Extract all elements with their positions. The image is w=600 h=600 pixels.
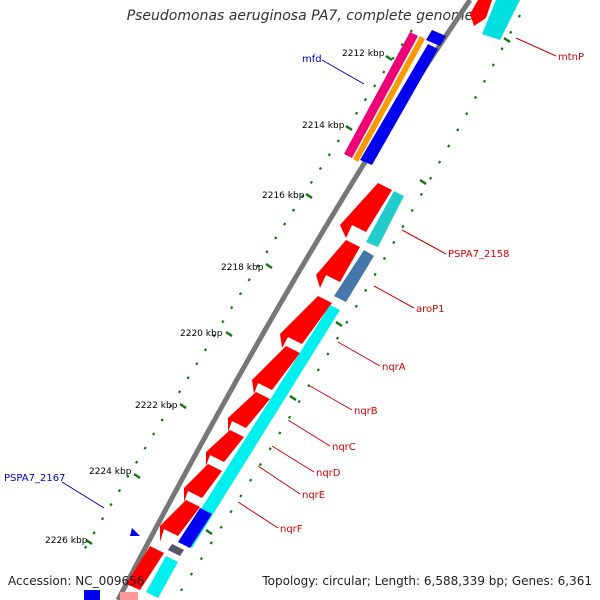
gene-label-group: mtnP mfd PSPA7_2158 aroP1 nqrA nqrB nqrC… — [4, 52, 584, 535]
magenta-feature — [344, 32, 418, 158]
cyan-band — [180, 305, 340, 548]
blue-band-segment — [178, 508, 212, 548]
tick-label: 2224 kbp — [89, 467, 132, 477]
gene-label-aroP1: aroP1 — [416, 304, 445, 315]
gene-red-nqrA — [280, 296, 332, 348]
gene-label-nqrD: nqrD — [316, 468, 341, 479]
gene-red-nqrC — [228, 392, 270, 432]
gene-label-PSPA7_2158: PSPA7_2158 — [448, 249, 509, 260]
map-title: Pseudomonas aeruginosa PA7, complete gen… — [126, 8, 474, 24]
tick-label: 2226 kbp — [45, 536, 88, 546]
gene-mtnP — [482, 0, 520, 40]
gene-label-nqrB: nqrB — [354, 406, 378, 417]
gene-top-red — [470, 0, 492, 26]
gene-bottom-cyan — [146, 556, 178, 598]
genome-backbone — [115, 0, 473, 600]
gene-label-nqrA: nqrA — [382, 362, 406, 373]
gene-PSPA7_2167-arrow — [130, 528, 140, 536]
gene-PSPA7_2158 — [366, 191, 404, 247]
genome-summary-text: Topology: circular; Length: 6,588,339 bp… — [262, 574, 592, 588]
gene-red-nqrE — [184, 464, 222, 502]
gene-label-nqrC: nqrC — [332, 442, 356, 453]
gene-red-nqrD — [206, 430, 244, 466]
orange-feature — [353, 36, 425, 162]
scale-ticks — [85, 54, 393, 546]
tick-label: 2212 kbp — [342, 49, 385, 59]
accession-text: Accession: NC_009656 — [8, 574, 145, 588]
dotted-scale-ring — [77, 29, 413, 561]
gray-small-gene — [168, 544, 184, 556]
gene-bottom-red — [126, 546, 164, 590]
gene-red-2 — [316, 240, 360, 288]
gene-label-mtnP: mtnP — [558, 52, 584, 63]
scale-labels: 2212 kbp 2214 kbp 2216 kbp 2218 kbp 2220… — [45, 49, 385, 546]
gene-label-PSPA7_2167: PSPA7_2167 — [4, 473, 65, 484]
tick-label: 2218 kbp — [221, 263, 264, 273]
gene-label-nqrF: nqrF — [280, 524, 303, 535]
gene-bottom-pink — [120, 592, 138, 600]
gene-red-nqrB — [252, 346, 300, 394]
gene-reverse-small — [426, 30, 446, 46]
tick-label: 2220 kbp — [180, 329, 223, 339]
tick-label: 2214 kbp — [302, 121, 345, 131]
outer-ring-dashes — [205, 36, 511, 536]
gene-red-nqrF — [160, 500, 200, 542]
gene-label-nqrE: nqrE — [302, 490, 325, 501]
gene-aroP1 — [334, 250, 374, 302]
gene-red-1 — [340, 183, 392, 238]
gene-label-mfd: mfd — [302, 54, 322, 65]
dotted-outer-ring — [174, 14, 521, 600]
tick-label: 2216 kbp — [262, 191, 305, 201]
gene-mfd-arrow — [360, 44, 438, 165]
gene-bottom-blue — [84, 590, 100, 600]
leader-lines — [61, 37, 557, 529]
tick-label: 2222 kbp — [135, 401, 178, 411]
